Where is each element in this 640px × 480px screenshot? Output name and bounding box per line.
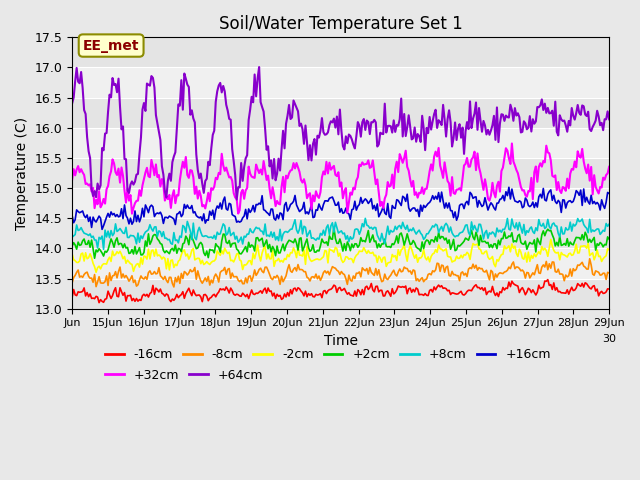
-16cm xyxy=(544,277,552,283)
+2cm xyxy=(230,240,237,246)
-16cm xyxy=(230,291,237,297)
Line: +2cm: +2cm xyxy=(72,228,609,258)
+32cm xyxy=(257,167,264,172)
Line: +64cm: +64cm xyxy=(72,67,609,200)
+64cm xyxy=(259,104,266,110)
Bar xyxy=(72,158,609,188)
+16cm xyxy=(305,211,312,217)
-8cm xyxy=(257,265,264,271)
-2cm xyxy=(230,259,237,265)
+32cm xyxy=(305,192,312,198)
+2cm xyxy=(68,243,76,249)
-16cm xyxy=(68,294,76,300)
+8cm xyxy=(579,216,586,222)
+64cm xyxy=(306,142,314,148)
-2cm xyxy=(305,252,312,258)
-8cm xyxy=(68,280,76,286)
+64cm xyxy=(68,100,76,106)
-2cm xyxy=(579,243,586,249)
-16cm xyxy=(305,291,312,297)
-8cm xyxy=(230,274,237,280)
Bar xyxy=(72,37,609,68)
+32cm xyxy=(128,211,136,216)
+16cm xyxy=(136,219,143,225)
+32cm xyxy=(230,190,237,196)
+64cm xyxy=(233,197,241,203)
Line: -8cm: -8cm xyxy=(72,259,609,287)
-16cm xyxy=(605,286,613,292)
-16cm xyxy=(136,297,143,302)
+16cm xyxy=(68,213,76,218)
-2cm xyxy=(92,269,100,275)
-8cm xyxy=(248,278,255,284)
+8cm xyxy=(362,216,369,221)
+2cm xyxy=(248,242,255,248)
+8cm xyxy=(257,228,264,234)
-16cm xyxy=(248,287,255,293)
-8cm xyxy=(170,284,178,290)
Line: +8cm: +8cm xyxy=(72,218,609,249)
-2cm xyxy=(248,262,255,267)
-16cm xyxy=(95,300,103,305)
+8cm xyxy=(605,221,613,227)
+2cm xyxy=(257,237,264,242)
-2cm xyxy=(136,264,143,270)
+16cm xyxy=(257,202,264,207)
Bar xyxy=(72,278,609,309)
-8cm xyxy=(605,270,613,276)
-8cm xyxy=(134,282,142,288)
Text: 30: 30 xyxy=(602,334,616,344)
+8cm xyxy=(68,234,76,240)
+16cm xyxy=(579,203,586,208)
+8cm xyxy=(305,231,312,237)
-16cm xyxy=(579,280,586,286)
+8cm xyxy=(100,246,108,252)
+32cm xyxy=(579,146,586,152)
+2cm xyxy=(605,236,613,242)
-2cm xyxy=(68,251,76,257)
X-axis label: Time: Time xyxy=(324,334,358,348)
+2cm xyxy=(136,245,143,251)
+8cm xyxy=(230,229,237,235)
Bar xyxy=(72,218,609,248)
+2cm xyxy=(305,245,312,251)
+2cm xyxy=(330,225,338,230)
+64cm xyxy=(605,117,613,122)
Line: -2cm: -2cm xyxy=(72,240,609,272)
+32cm xyxy=(68,177,76,182)
+32cm xyxy=(605,164,613,169)
+64cm xyxy=(134,171,142,177)
-16cm xyxy=(257,288,264,294)
-2cm xyxy=(257,258,264,264)
Line: +16cm: +16cm xyxy=(72,187,609,229)
+16cm xyxy=(248,207,255,213)
-8cm xyxy=(586,256,593,262)
+32cm xyxy=(248,174,255,180)
Title: Soil/Water Temperature Set 1: Soil/Water Temperature Set 1 xyxy=(219,15,463,33)
+64cm xyxy=(255,64,263,70)
+16cm xyxy=(98,227,106,232)
+32cm xyxy=(508,141,516,146)
+16cm xyxy=(230,213,237,218)
-2cm xyxy=(547,237,555,242)
Bar xyxy=(72,97,609,128)
+64cm xyxy=(579,103,586,108)
+16cm xyxy=(605,191,613,196)
+64cm xyxy=(248,94,255,100)
+32cm xyxy=(136,187,143,193)
Text: EE_met: EE_met xyxy=(83,38,140,52)
-2cm xyxy=(605,247,613,253)
Line: +32cm: +32cm xyxy=(72,144,609,214)
+16cm xyxy=(505,184,513,190)
+2cm xyxy=(579,232,586,238)
+64cm xyxy=(228,146,236,152)
+8cm xyxy=(136,240,143,245)
Line: -16cm: -16cm xyxy=(72,280,609,302)
-8cm xyxy=(305,276,312,281)
Legend: +32cm, +64cm: +32cm, +64cm xyxy=(100,363,268,386)
-8cm xyxy=(577,261,584,267)
+2cm xyxy=(91,255,99,261)
Y-axis label: Temperature (C): Temperature (C) xyxy=(15,117,29,229)
+8cm xyxy=(248,229,255,235)
